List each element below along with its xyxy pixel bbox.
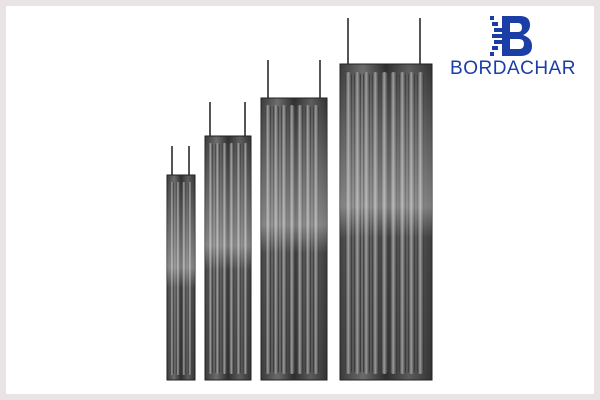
brand-logo: BORDACHAR — [438, 14, 588, 84]
stylized-letter-b-logo-icon — [490, 16, 532, 56]
cooling-plate-4 — [339, 18, 433, 381]
cooling-plate-2 — [204, 102, 252, 381]
cooling-plate-1 — [166, 146, 196, 381]
brand-name: BORDACHAR — [450, 58, 576, 79]
cooling-plate-3 — [260, 60, 328, 381]
